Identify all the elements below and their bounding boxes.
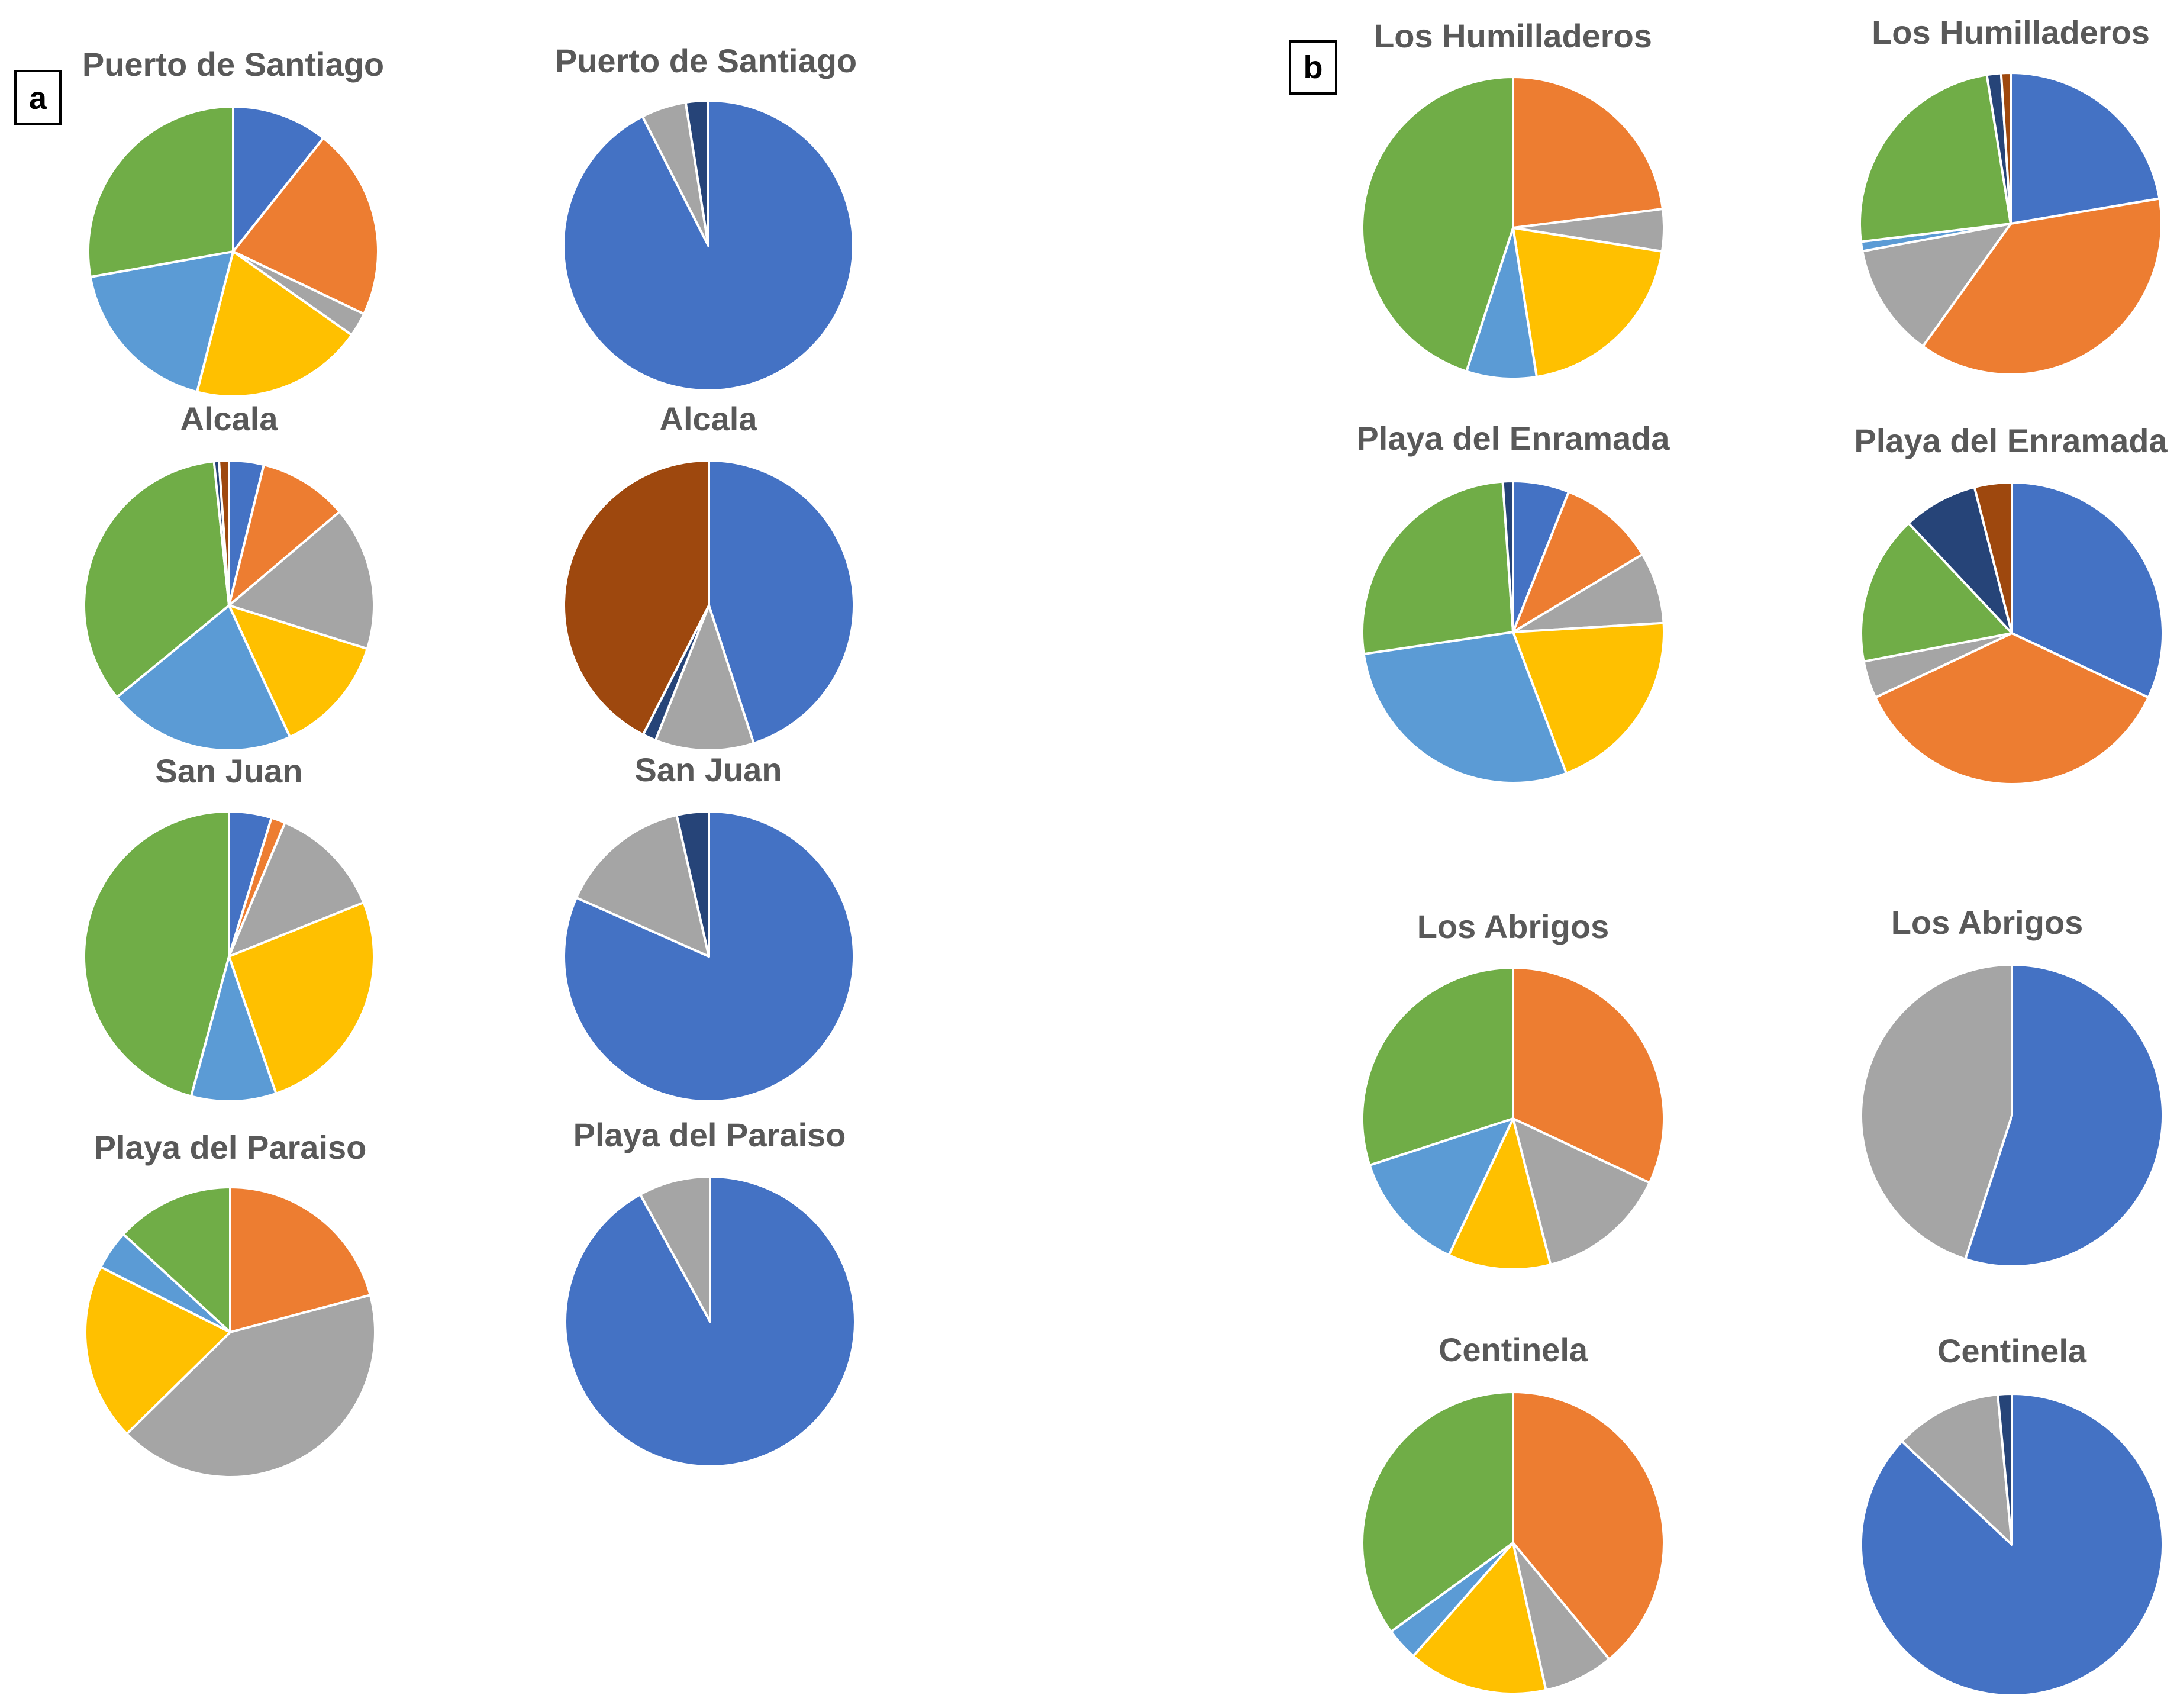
pie-slice-gray [228, 821, 365, 958]
pie-slice-yellow [1512, 621, 1665, 775]
pie-title: Los Humilladeros [1872, 14, 2150, 51]
pie-slice-brown [1973, 481, 2013, 634]
pie-chart-a-5: San Juan [82, 752, 375, 1103]
pie-slice-orange [228, 463, 341, 607]
pie-title: Playa del Enramada [1854, 422, 2168, 459]
pie-slice-green [122, 1186, 231, 1333]
pie-slice-blue [708, 459, 856, 745]
pie-slice-green [1361, 1391, 1514, 1633]
pie-chart-a-3: Alcala [83, 400, 375, 752]
panel-label-a: a [14, 70, 62, 125]
pie-title: Alcala [660, 400, 758, 437]
pie-chart-b-2: Los Humilladeros [1859, 14, 2163, 376]
pie-slice-blue [1964, 963, 2164, 1268]
pie-slice-orange [229, 1186, 372, 1333]
pie-slice-orange [1512, 490, 1644, 633]
panel-label-b-text: b [1304, 50, 1323, 85]
pie-title: Centinela [1937, 1332, 2087, 1369]
pie-slice-gray [1512, 1542, 1611, 1691]
pie-title: Playa del Enramada [1356, 420, 1670, 457]
pie-title: Alcala [180, 400, 279, 437]
pie-chart-a-2: Puerto de Santiago [555, 42, 857, 392]
pie-slice-lightblue [189, 955, 278, 1103]
pie-slice-yellow [1447, 1117, 1552, 1271]
pie-slice-green [1859, 73, 2012, 243]
pie-slice-orange [1512, 966, 1665, 1184]
pie-chart-b-8: Centinela [1860, 1332, 2164, 1697]
pie-chart-a-7: Playa del Paraiso [83, 1129, 376, 1478]
pie-slice-yellow [195, 250, 353, 398]
pie-slice-lightblue [89, 250, 234, 394]
pie-slice-gray [1860, 963, 2013, 1261]
pie-slice-yellow [1512, 227, 1663, 378]
pie-chart-b-7: Centinela [1361, 1331, 1665, 1695]
pie-slice-orange [1512, 76, 1664, 229]
pie-chart-b-3: Playa del Enramada [1356, 420, 1670, 784]
pie-slice-darkblue [1501, 479, 1514, 633]
pie-slice-green [1860, 522, 2013, 663]
pie-slice-lightblue [1465, 227, 1538, 380]
pie-slice-yellow [228, 901, 375, 1095]
pie-slice-darkblue [1907, 486, 2013, 634]
pie-slice-green [82, 810, 230, 1098]
pie-slice-orange [1921, 197, 2163, 376]
pie-slice-lightblue [115, 604, 292, 752]
pie-title: Playa del Paraiso [94, 1129, 367, 1166]
pie-title: Los Abrigos [1891, 904, 2084, 941]
pie-chart-b-5: Los Abrigos [1361, 908, 1665, 1271]
pie-title: San Juan [635, 751, 782, 788]
pie-title: Los Humilladeros [1374, 17, 1652, 54]
pie-slice-gray [1861, 223, 2012, 348]
pie-slice-yellow [1412, 1542, 1547, 1695]
pie-slice-gray [654, 604, 755, 752]
pie-slice-gray [1901, 1393, 2013, 1546]
pie-title: Centinela [1439, 1331, 1588, 1368]
pie-slice-darkblue [675, 810, 710, 958]
pie-slice-gray [1512, 553, 1665, 633]
pie-slice-gray [125, 1294, 376, 1478]
pie-slice-blue [232, 105, 325, 253]
pie-chart-a-8: Playa del Paraiso [563, 1116, 856, 1468]
pie-chart-b-1: Los Humilladeros [1361, 17, 1665, 380]
pie-slice-brown [562, 459, 710, 736]
pie-slice-lightblue [1362, 631, 1568, 784]
panel-label-a-text: a [29, 80, 47, 116]
pie-slice-brown [218, 459, 230, 607]
pie-chart-a-1: Puerto de Santiago [82, 46, 384, 398]
pie-slice-gray [1512, 1117, 1651, 1266]
pie-title: Playa del Paraiso [573, 1116, 846, 1153]
pie-chart-b-4: Playa del Enramada [1854, 422, 2168, 785]
pie-chart-a-6: San Juan [563, 751, 855, 1103]
pie-slice-orange [1874, 632, 2150, 785]
panel-label-b: b [1289, 40, 1337, 95]
pie-slice-gray [638, 1175, 711, 1323]
pie-slice-yellow [228, 604, 369, 739]
pie-slice-blue [563, 810, 855, 1103]
pie-slice-darkblue [684, 99, 709, 247]
pie-title: Puerto de Santiago [82, 46, 384, 83]
pie-slice-blue [2011, 481, 2164, 699]
pie-slice-orange [1512, 1391, 1665, 1661]
pie-slice-green [83, 460, 230, 699]
pie-slice-blue [2010, 72, 2161, 225]
pie-title: Los Abrigos [1417, 908, 1610, 945]
pie-slice-lightblue [1368, 1117, 1514, 1256]
pie-slice-darkblue [1997, 1392, 2013, 1546]
pie-slice-gray [228, 510, 375, 650]
pie-title: San Juan [156, 752, 303, 789]
pie-slice-orange [232, 137, 379, 315]
pie-slice-green [87, 105, 234, 278]
pie-slice-green [1361, 966, 1514, 1166]
pie-chart-a-4: Alcala [562, 400, 856, 752]
pie-slice-blue [562, 99, 854, 392]
pie-chart-b-6: Los Abrigos [1860, 904, 2164, 1268]
pie-slice-brown [1999, 72, 2012, 225]
pie-title: Puerto de Santiago [555, 42, 857, 79]
pie-slice-green [1361, 480, 1514, 656]
pie-slice-green [1361, 76, 1514, 373]
pie-slice-gray [575, 814, 710, 958]
pie-slice-yellow [83, 1265, 231, 1435]
